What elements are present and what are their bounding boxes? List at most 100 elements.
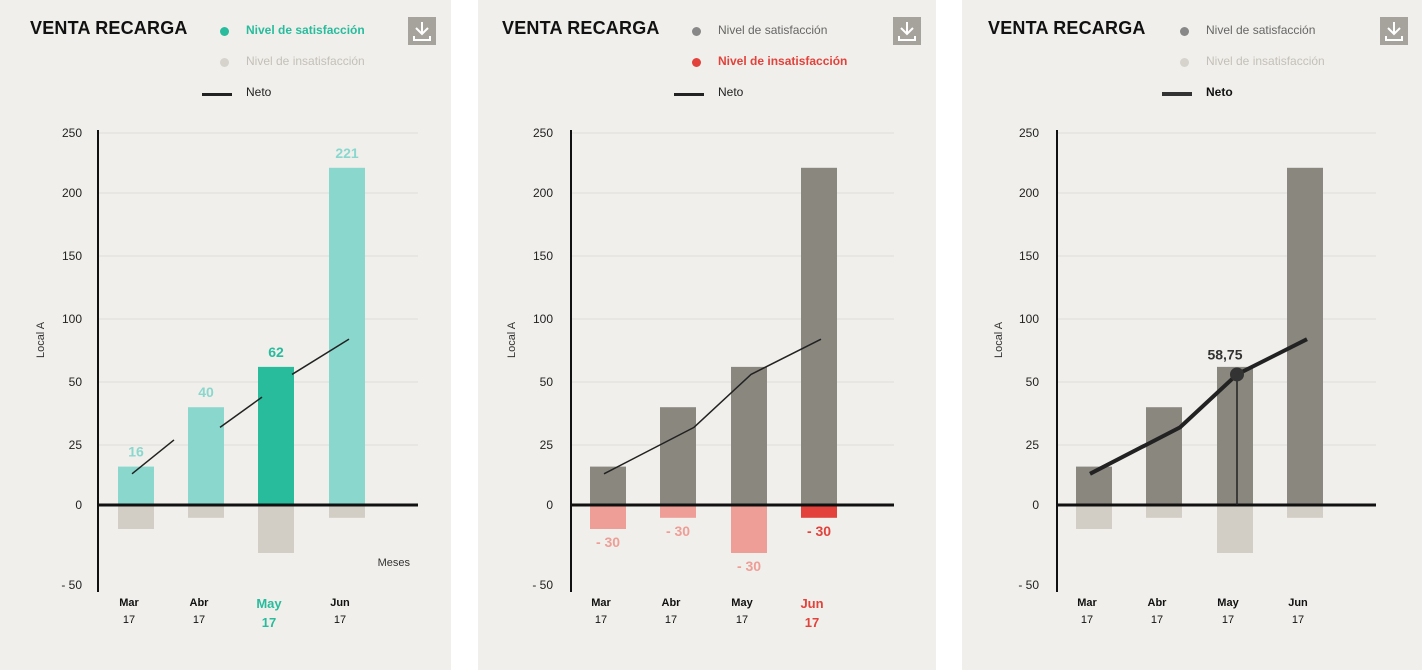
x-tick-year: 17 [736, 614, 748, 626]
y-tick-label: 250 [1019, 126, 1039, 140]
chart-title: VENTA RECARGA [30, 18, 188, 38]
download-icon [413, 22, 431, 41]
neto-line [219, 396, 263, 428]
y-tick-label: 150 [62, 249, 82, 263]
bar-satisfaccion [1287, 167, 1323, 506]
bar-insatisfaccion [590, 505, 626, 529]
x-tick-year: 17 [193, 614, 205, 626]
legend-line-icon [1162, 92, 1192, 96]
bar-satisfaccion [258, 366, 294, 505]
bar-value-label: 221 [335, 145, 359, 161]
legend-dot-icon [692, 58, 701, 67]
bar-satisfaccion [731, 366, 767, 505]
y-tick-label: 150 [533, 249, 553, 263]
x-tick-month: Mar [1077, 597, 1097, 609]
x-axis-label: Meses [378, 557, 411, 569]
y-tick-label: 25 [69, 438, 83, 452]
chart-title: VENTA RECARGA [988, 18, 1146, 38]
legend-dot-icon [220, 27, 229, 36]
y-tick-label: 25 [540, 438, 554, 452]
x-tick-year: 17 [805, 615, 819, 630]
bar-insatisfaccion [731, 505, 767, 553]
chart-panel-neto: VENTA RECARGA Nivel de satisfacción Nive… [962, 0, 1422, 670]
y-tick-label: 0 [546, 498, 553, 512]
y-tick-label: - 50 [61, 578, 82, 592]
bar-value-label: 16 [128, 444, 144, 460]
y-tick-label: 0 [75, 498, 82, 512]
x-tick-month: May [731, 597, 753, 609]
x-tick-year: 17 [1292, 614, 1304, 626]
x-tick-year: 17 [262, 615, 276, 630]
neg-value-label: - 30 [737, 558, 761, 574]
y-tick-label: 50 [1026, 375, 1040, 389]
bar-satisfaccion [188, 407, 224, 505]
y-tick-label: 250 [533, 126, 553, 140]
y-tick-label: 200 [1019, 186, 1039, 200]
bar-insatisfaccion [329, 505, 365, 518]
download-button[interactable] [1380, 17, 1408, 45]
neto-line [291, 338, 350, 376]
x-tick-year: 17 [1222, 614, 1234, 626]
x-tick-month: Abr [1148, 597, 1168, 609]
x-tick-year: 17 [1151, 614, 1163, 626]
y-axis-label: Local A [506, 321, 518, 358]
y-tick-label: 150 [1019, 249, 1039, 263]
neg-value-label: - 30 [666, 523, 690, 539]
x-tick-month: Mar [119, 597, 139, 609]
x-tick-month: Abr [190, 597, 210, 609]
neto-line [1089, 337, 1308, 476]
bar-satisfaccion [590, 466, 626, 505]
bar-value-label: 62 [268, 344, 284, 360]
x-tick-year: 17 [1081, 614, 1093, 626]
legend-dot-icon [692, 27, 701, 36]
bar-insatisfaccion [1076, 505, 1112, 529]
point-value-label: 58,75 [1207, 346, 1242, 362]
y-tick-label: 100 [533, 312, 553, 326]
neto-line [131, 439, 175, 475]
bar-satisfaccion [660, 407, 696, 505]
download-icon [1385, 22, 1403, 41]
legend-line-icon [674, 93, 704, 96]
y-tick-label: 200 [533, 186, 553, 200]
chart-title: VENTA RECARGA [502, 18, 660, 38]
bar-insatisfaccion [118, 505, 154, 529]
bar-insatisfaccion [258, 505, 294, 553]
y-tick-label: 200 [62, 186, 82, 200]
neg-value-label: - 30 [807, 523, 831, 539]
bar-insatisfaccion [1287, 505, 1323, 518]
bar-insatisfaccion [1146, 505, 1182, 518]
y-axis-label: Local A [993, 321, 1005, 358]
download-icon [898, 22, 916, 41]
download-button[interactable] [893, 17, 921, 45]
bar-satisfaccion [1146, 407, 1182, 505]
bar-satisfaccion [329, 167, 365, 506]
legend-dot-icon [220, 58, 229, 67]
bar-value-label: 40 [198, 384, 214, 400]
y-tick-label: 250 [62, 126, 82, 140]
legend-dot-icon [1180, 27, 1189, 36]
chart-panel-insatisfaccion: VENTA RECARGA Nivel de satisfacción Nive… [478, 0, 936, 670]
bar-insatisfaccion [188, 505, 224, 518]
x-tick-year: 17 [595, 614, 607, 626]
x-tick-month: Abr [662, 597, 682, 609]
bar-satisfaccion [118, 466, 154, 505]
bar-satisfaccion [801, 167, 837, 506]
y-tick-label: - 50 [532, 578, 553, 592]
legend-dot-icon [1180, 58, 1189, 67]
x-tick-month: Jun [330, 597, 350, 609]
x-tick-month: Jun [1288, 597, 1308, 609]
x-tick-year: 17 [123, 614, 135, 626]
y-tick-label: - 50 [1018, 578, 1039, 592]
y-tick-label: 0 [1032, 498, 1039, 512]
y-tick-label: 50 [69, 375, 83, 389]
x-tick-month: May [256, 596, 282, 611]
download-button[interactable] [408, 17, 436, 45]
y-tick-label: 50 [540, 375, 554, 389]
chart-panel-satisfaccion: VENTA RECARGA Nivel de satisfacción Nive… [0, 0, 451, 670]
bar-insatisfaccion [660, 505, 696, 518]
bar-insatisfaccion [801, 505, 837, 518]
neg-value-label: - 30 [596, 534, 620, 550]
